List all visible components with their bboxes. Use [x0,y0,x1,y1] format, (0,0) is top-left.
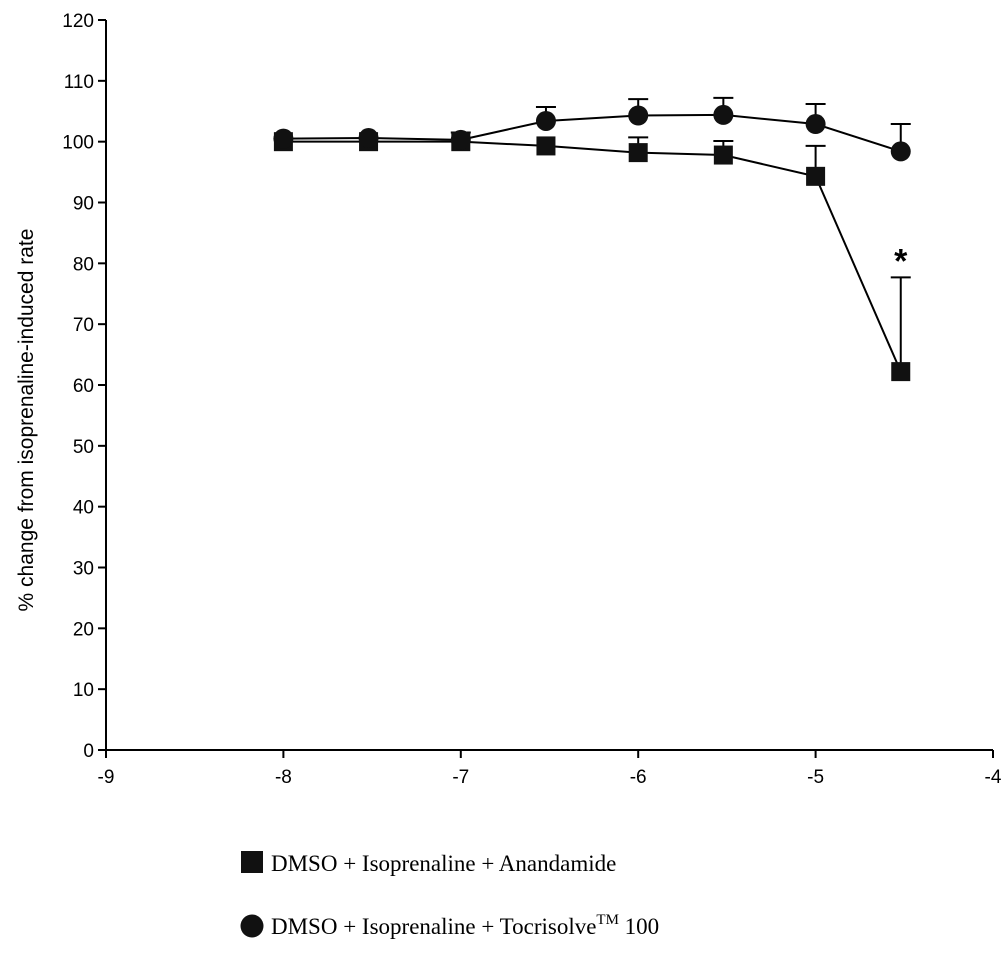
data-point-circle [713,104,734,125]
plot-area: * [273,96,911,382]
x-tick-label: -6 [630,767,647,788]
series-line [283,140,902,373]
legend-label-tocrisolve-num: 100 [619,914,659,939]
y-tick-label: 80 [73,254,94,275]
y-tick-label: 120 [62,11,94,32]
data-point-square [891,362,911,382]
data-point-circle [628,105,649,126]
legend-label-tocrisolve-main: DMSO + Isoprenaline + Tocrisolve [271,914,596,939]
data-point-circle [358,128,379,149]
y-tick-label: 0 [83,741,94,762]
legend-label-tocrisolve: DMSO + Isoprenaline + TocrisolveTM 100 [271,912,659,939]
x-tick-label: -4 [985,767,1002,788]
legend-marker-circle [240,914,264,938]
axes: 0 10 20 30 40 50 60 70 80 90 100 110 120 -9 -8 -7 -6 -5 -4 [62,11,1002,788]
data-point-circle [535,110,556,131]
data-point-circle [273,128,294,149]
y-tick-label: 110 [64,72,94,93]
legend-label-anandamide: DMSO + Isoprenaline + Anandamide [271,851,616,876]
data-point-circle [890,141,911,162]
legend-label-tocrisolve-tm: TM [596,912,619,928]
y-tick-label: 90 [73,194,94,215]
data-point-square [536,136,556,156]
data-point-circle [805,114,826,135]
y-tick-label: 100 [62,133,94,154]
x-tick-label: -8 [275,767,292,788]
data-point-circle [450,129,471,150]
y-axis-title: % change from isoprenaline-induced rate [15,229,38,612]
data-point-square [628,143,648,163]
y-tick-label: 70 [73,315,94,336]
x-tick-label: -7 [452,767,469,788]
series-line [283,113,902,153]
y-tick-label: 60 [73,376,94,397]
data-point-square [806,166,826,186]
y-tick-label: 30 [73,559,94,580]
x-tick-label: -5 [807,767,824,788]
y-tick-label: 40 [73,498,94,519]
significance-asterisk: * [894,242,908,280]
y-tick-label: 50 [73,437,94,458]
data-point-square [713,145,733,165]
y-tick-label: 20 [73,619,94,640]
legend-marker-square [241,851,263,873]
x-tick-label: -9 [98,767,115,788]
legend: DMSO + Isoprenaline + Anandamide DMSO + … [240,851,659,939]
y-tick-label: 10 [73,680,94,701]
